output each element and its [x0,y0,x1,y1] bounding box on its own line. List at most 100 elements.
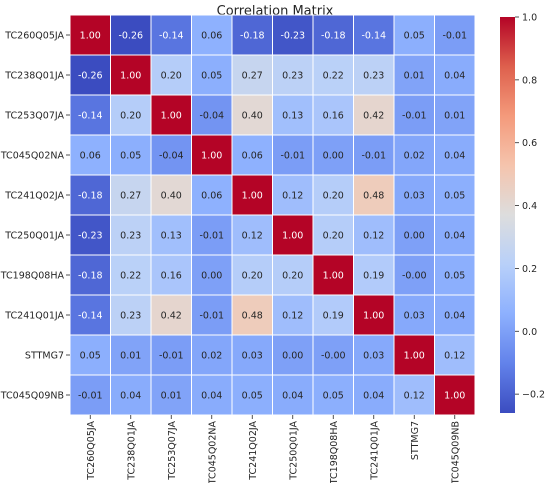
cell-value-label: 0.00 [282,351,303,362]
y-tick-label: TC241Q02JA [4,191,64,202]
heatmap-cell [393,214,435,256]
heatmap-cell [272,174,314,216]
cell-value-label: 0.19 [363,271,384,282]
cell-value-label: -0.26 [78,71,103,82]
colorbar-tick-label: 1.0 [522,13,537,24]
y-tick-label: TC260Q05JA [4,31,64,42]
heatmap-cell [110,174,152,216]
heatmap-cell [434,134,476,176]
cell-value-label: 0.06 [201,31,222,42]
cell-value-label: 1.00 [242,191,263,202]
cell-value-label: 0.27 [120,191,141,202]
cell-value-label: 0.23 [363,71,384,82]
heatmap-cell [434,334,476,376]
cell-value-label: 0.22 [120,271,141,282]
heatmap-cell [69,54,111,96]
x-tick-label: TC198Q08HA [329,421,340,483]
cell-value-label: 0.00 [404,231,425,242]
heatmap-cell [272,14,314,56]
x-tick-label: TC260Q05JA [86,421,97,481]
cell-value-label: 0.16 [323,111,344,122]
cell-value-label: -0.01 [361,151,386,162]
cell-value-label: 0.20 [242,271,263,282]
cell-value-label: -0.26 [118,31,143,42]
heatmap-cell [150,254,192,296]
cell-value-label: 0.00 [201,271,222,282]
cell-value-label: -0.18 [78,271,103,282]
x-tick-label: TC253Q07JA [167,421,178,481]
cell-value-label: -0.14 [78,111,103,122]
heatmap-cell [434,54,476,96]
heatmap-cell [191,54,233,96]
heatmap-cell [312,134,354,176]
heatmap-cell [110,214,152,256]
cell-value-label: 0.05 [80,351,101,362]
cell-value-label: 0.27 [242,71,263,82]
cell-value-label: 0.19 [323,311,344,322]
cell-value-label: 0.04 [282,391,303,402]
cell-value-label: 0.02 [404,151,425,162]
cell-value-label: 0.42 [161,311,182,322]
cell-value-label: 0.06 [242,151,263,162]
colorbar: −0.2 0.0 0.2 0.4 0.6 0.8 1.0 [500,13,545,413]
heatmap-cell [434,174,476,216]
heatmap-cells: 1.00 -0.26 -0.14 0.06 -0.18 -0.23 -0.18 -0.14 0.… [69,14,476,416]
cell-value-label: -0.01 [442,31,467,42]
x-tick-label: TC250Q01JA [288,421,299,481]
y-tick-label: TC241Q01JA [4,311,64,322]
colorbar-tick-label: 0.0 [522,327,537,338]
x-tick-label: TC238Q01JA [126,421,137,481]
heatmap-cell [150,174,192,216]
cell-value-label: 0.20 [323,231,344,242]
heatmap-cell [312,294,354,336]
heatmap-cell [393,14,435,56]
heatmap-cell [353,14,395,56]
heatmap-cell [434,374,476,416]
cell-value-label: -0.18 [240,31,265,42]
cell-value-label: 0.04 [201,391,222,402]
heatmap-cell [231,334,273,376]
cell-value-label: 0.42 [363,111,384,122]
cell-value-label: 0.22 [323,71,344,82]
cell-value-label: -0.14 [361,31,386,42]
x-tick-label: TC045Q09NB [450,421,461,483]
cell-value-label: 0.03 [363,351,384,362]
colorbar-gradient [500,17,515,413]
y-tick-label: TC198Q08HA [0,271,64,282]
heatmap-cell [231,94,273,136]
cell-value-label: 1.00 [282,231,303,242]
x-tick-label: STTMG7 [410,421,421,460]
heatmap-cell [150,54,192,96]
cell-value-label: 0.05 [242,391,263,402]
heatmap-cell [69,134,111,176]
heatmap-cell [272,134,314,176]
cell-value-label: 0.01 [444,111,465,122]
heatmap-cell [393,94,435,136]
heatmap-cell [312,94,354,136]
cell-value-label: 0.06 [80,151,101,162]
heatmap-cell [110,294,152,336]
cell-value-label: 0.23 [120,231,141,242]
heatmap-cell [312,254,354,296]
cell-value-label: 0.03 [242,351,263,362]
cell-value-label: 0.12 [404,391,425,402]
heatmap-cell [353,94,395,136]
cell-value-label: 0.01 [161,391,182,402]
cell-value-label: 0.05 [444,191,465,202]
cell-value-label: -0.23 [280,31,305,42]
heatmap-cell [353,214,395,256]
cell-value-label: 0.23 [120,311,141,322]
x-tick-label: TC241Q02JA [248,421,259,481]
cell-value-label: 0.16 [161,271,182,282]
cell-value-label: 0.12 [363,231,384,242]
cell-value-label: 0.12 [282,311,303,322]
cell-value-label: 0.04 [120,391,141,402]
cell-value-label: 0.48 [363,191,384,202]
heatmap-cell [191,254,233,296]
cell-value-label: 0.40 [242,111,263,122]
cell-value-label: 0.40 [161,191,182,202]
heatmap-cell [353,134,395,176]
colorbar-tick-label: 0.4 [522,201,537,212]
cell-value-label: -0.18 [78,191,103,202]
cell-value-label: 1.00 [120,71,141,82]
